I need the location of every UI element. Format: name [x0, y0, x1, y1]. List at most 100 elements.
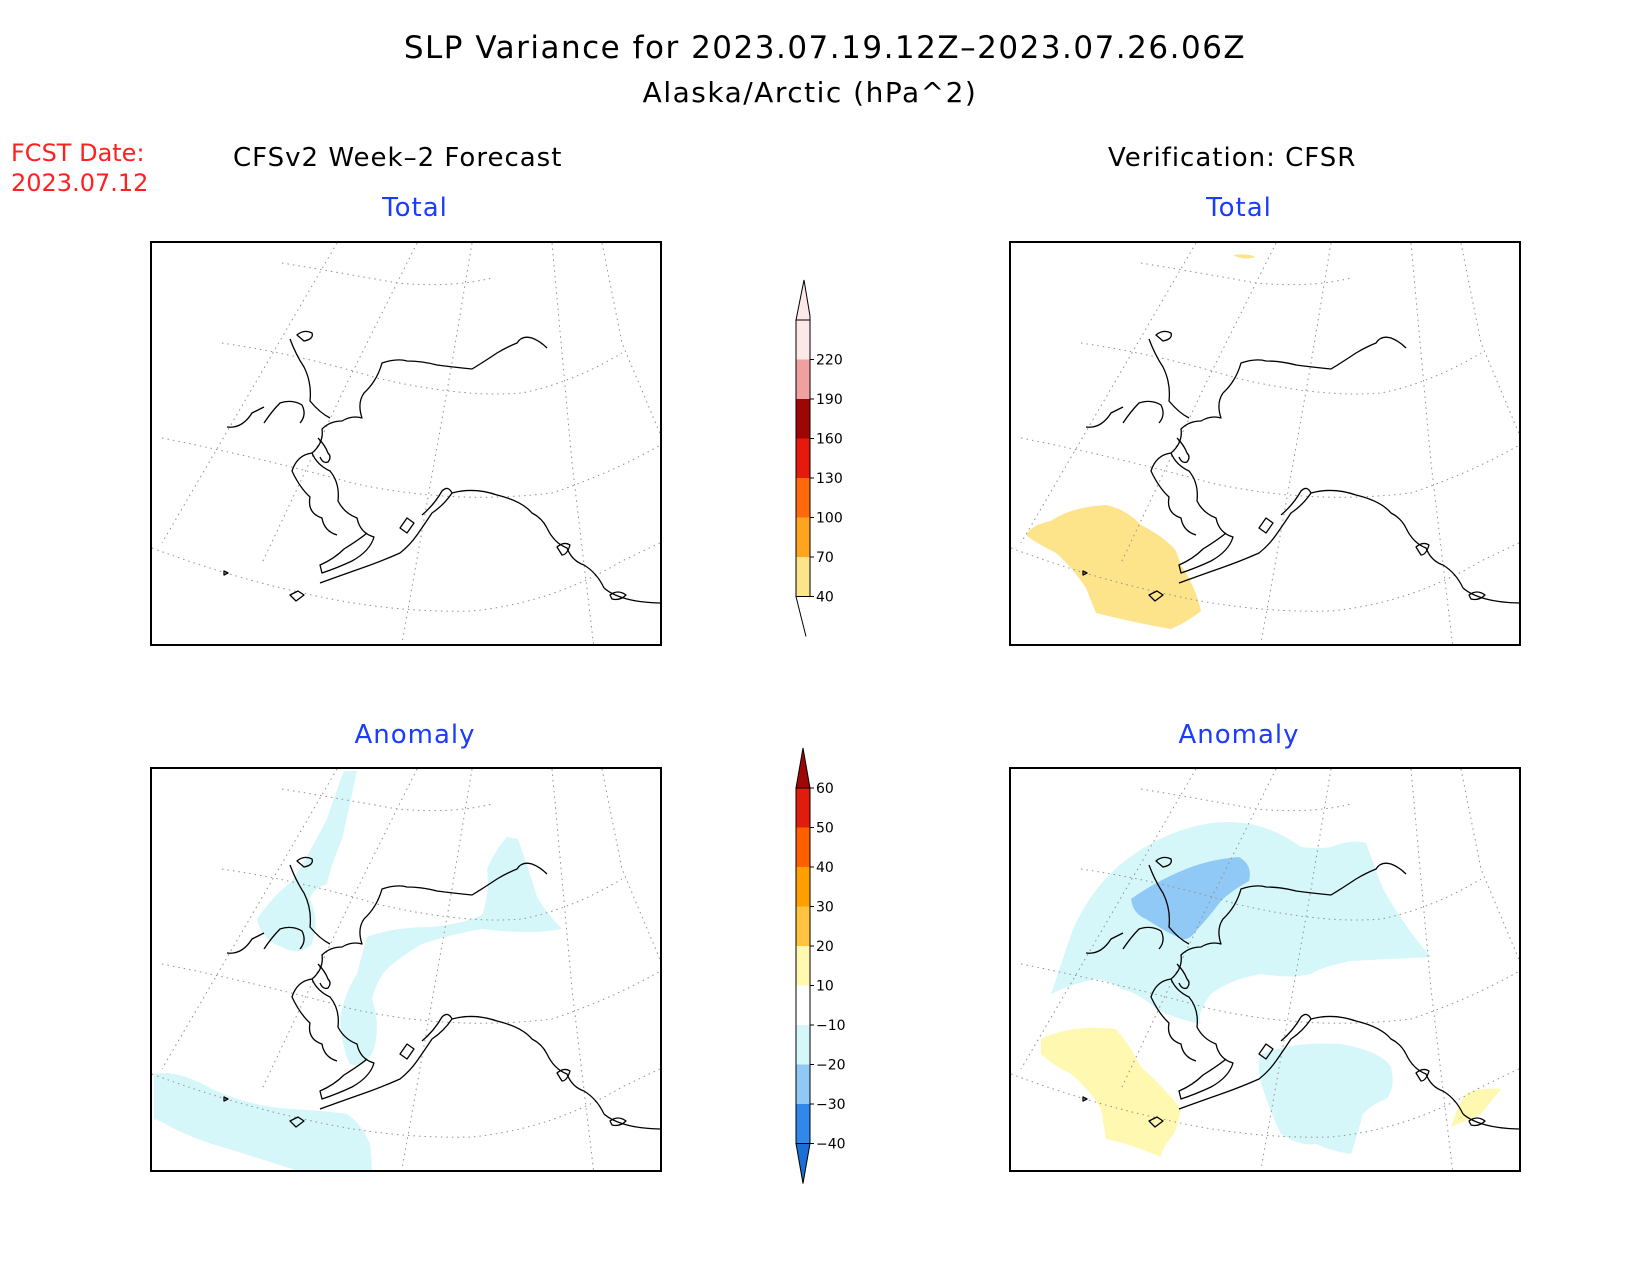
coastline-segment-16	[1468, 591, 1486, 601]
graticule-line-8	[601, 243, 660, 435]
graticule-line-8	[601, 769, 660, 961]
coastline-segment-1	[1170, 978, 1234, 1100]
shade-neg10-neg20-northwest	[257, 771, 357, 952]
anomaly-colorbar-label-1: −30	[816, 1097, 846, 1113]
map-verification-anomaly-svg	[1011, 769, 1519, 1170]
coastline-segment-8	[451, 1015, 548, 1055]
coastline	[1082, 330, 1519, 604]
coastline-segment-0	[311, 862, 548, 980]
fcst-date-heading: FCST Date:	[11, 139, 145, 167]
main-subtitle: Alaska/Arctic (hPa^2)	[642, 76, 978, 109]
graticule-line-5	[261, 243, 418, 564]
anomaly-colorbar-box-4	[796, 946, 810, 986]
coastline-segment-3	[1148, 864, 1190, 945]
anomaly-colorbar-box-7	[796, 827, 810, 867]
coastline-segment-10	[1462, 1113, 1519, 1130]
coastline	[223, 856, 660, 1130]
coastline-segment-8	[451, 489, 548, 529]
verification-anomaly-title: Anomaly	[1178, 720, 1300, 750]
graticule-line-1	[161, 963, 660, 1024]
graticule-line-1	[161, 437, 660, 498]
graticule-line-6	[1260, 769, 1332, 1170]
anomaly-colorbar-label-8: 50	[816, 821, 834, 837]
graticule-line-6	[1260, 243, 1332, 644]
anomaly-colorbar-boxes: −40 −30 −20 −10 10 20 30 40 50 60	[795, 747, 846, 1184]
colorbar-outline	[795, 319, 811, 597]
coastline-segment-5	[226, 932, 265, 954]
coastline-segment-0	[1170, 862, 1407, 980]
coastline-segment-13	[223, 570, 229, 576]
graticule	[1011, 243, 1519, 644]
coastline-segment-6	[317, 963, 331, 990]
shade-10-20-bering	[1041, 1027, 1181, 1157]
coastline-segment-9	[1405, 1053, 1464, 1115]
coastline-segment-6	[1176, 963, 1190, 990]
colorbar-box-100	[796, 478, 810, 518]
graticule-line-2	[1080, 342, 1482, 395]
anomaly-colorbar-box-1	[796, 1064, 810, 1104]
graticule-line-1	[1020, 437, 1519, 498]
coastline-segment-5	[226, 406, 265, 428]
map-forecast-anomaly-svg	[152, 769, 660, 1170]
coastline-segment-5	[1085, 932, 1124, 954]
colorbar-box-40	[796, 557, 810, 597]
coastline-segment-10	[603, 1113, 660, 1130]
total-colorbar-boxes: 40 70 100 130 160 190 220	[795, 279, 843, 637]
shade-40-70-bering	[1026, 505, 1201, 629]
coastline-segment-7	[319, 1013, 453, 1110]
colorbar-box-70	[796, 517, 810, 557]
forecast-column-title: CFSv2 Week–2 Forecast	[233, 143, 563, 173]
coastline-segment-4	[1122, 400, 1164, 424]
coastline-segment-14	[1155, 330, 1172, 342]
anomaly-colorbar: −40 −30 −20 −10 10 20 30 40 50 60	[795, 747, 846, 1184]
coastline-segment-15	[556, 1068, 571, 1082]
colorbar-bottom-tail	[795, 596, 807, 637]
colorbar-label-4: 160	[816, 432, 843, 448]
coastline-segment-16	[609, 591, 627, 601]
shade-neg10-neg20-south	[1258, 1043, 1393, 1154]
graticule-line-3	[281, 262, 493, 286]
graticule-line-7	[551, 243, 595, 644]
coastline-segment-15	[556, 542, 571, 556]
anomaly-colorbar-label-3: −10	[816, 1018, 846, 1034]
coastline-segment-11	[399, 1043, 415, 1060]
anomaly-colorbar-label-5: 20	[816, 939, 834, 955]
graticule-line-8	[1460, 243, 1519, 435]
forecast-total-title: Total	[382, 193, 448, 223]
coastline-segment-13	[1082, 570, 1088, 576]
fcst-date-value: 2023.07.12	[11, 169, 149, 197]
colorbar-box-160	[796, 399, 810, 439]
map-forecast-anomaly	[150, 767, 662, 1172]
shade-40-70-arctic	[1233, 254, 1256, 259]
main-title: SLP Variance for 2023.07.19.12Z–2023.07.…	[403, 30, 1247, 66]
graticule	[1011, 769, 1519, 1170]
coastline-segment-10	[1462, 587, 1519, 604]
coastline-segment-4	[263, 926, 305, 950]
coastline	[1082, 856, 1519, 1130]
map-verification-anomaly	[1009, 767, 1521, 1172]
anomaly-colorbar-label-9: 60	[816, 781, 834, 797]
colorbar-box-190	[796, 359, 810, 399]
coastline-segment-4	[1122, 926, 1164, 950]
coastline-segment-9	[546, 1053, 605, 1115]
anomaly-colorbar-label-4: 10	[816, 979, 834, 995]
coastline-segment-4	[263, 400, 305, 424]
coastline-segment-2	[1150, 452, 1197, 536]
colorbar-box-220	[796, 320, 810, 360]
coastline-segment-2	[291, 978, 338, 1062]
forecast-anomaly-title: Anomaly	[354, 720, 476, 750]
colorbar-top-cap	[795, 279, 811, 321]
anomaly-colorbar-label-6: 30	[816, 900, 834, 916]
graticule-line-0	[152, 1068, 660, 1138]
graticule-line-0	[1011, 1068, 1519, 1138]
coastline-segment-16	[1468, 1117, 1486, 1127]
anomaly-colorbar-box-6	[796, 867, 810, 907]
graticule-line-0	[152, 542, 660, 612]
graticule-line-7	[1410, 243, 1454, 644]
coastline-segment-6	[317, 437, 331, 464]
coastline-segment-14	[296, 856, 313, 868]
graticule-line-6	[401, 769, 473, 1170]
verification-total-title: Total	[1206, 193, 1272, 223]
anomaly-colorbar-box-5	[796, 906, 810, 946]
graticule-line-7	[1410, 769, 1454, 1170]
